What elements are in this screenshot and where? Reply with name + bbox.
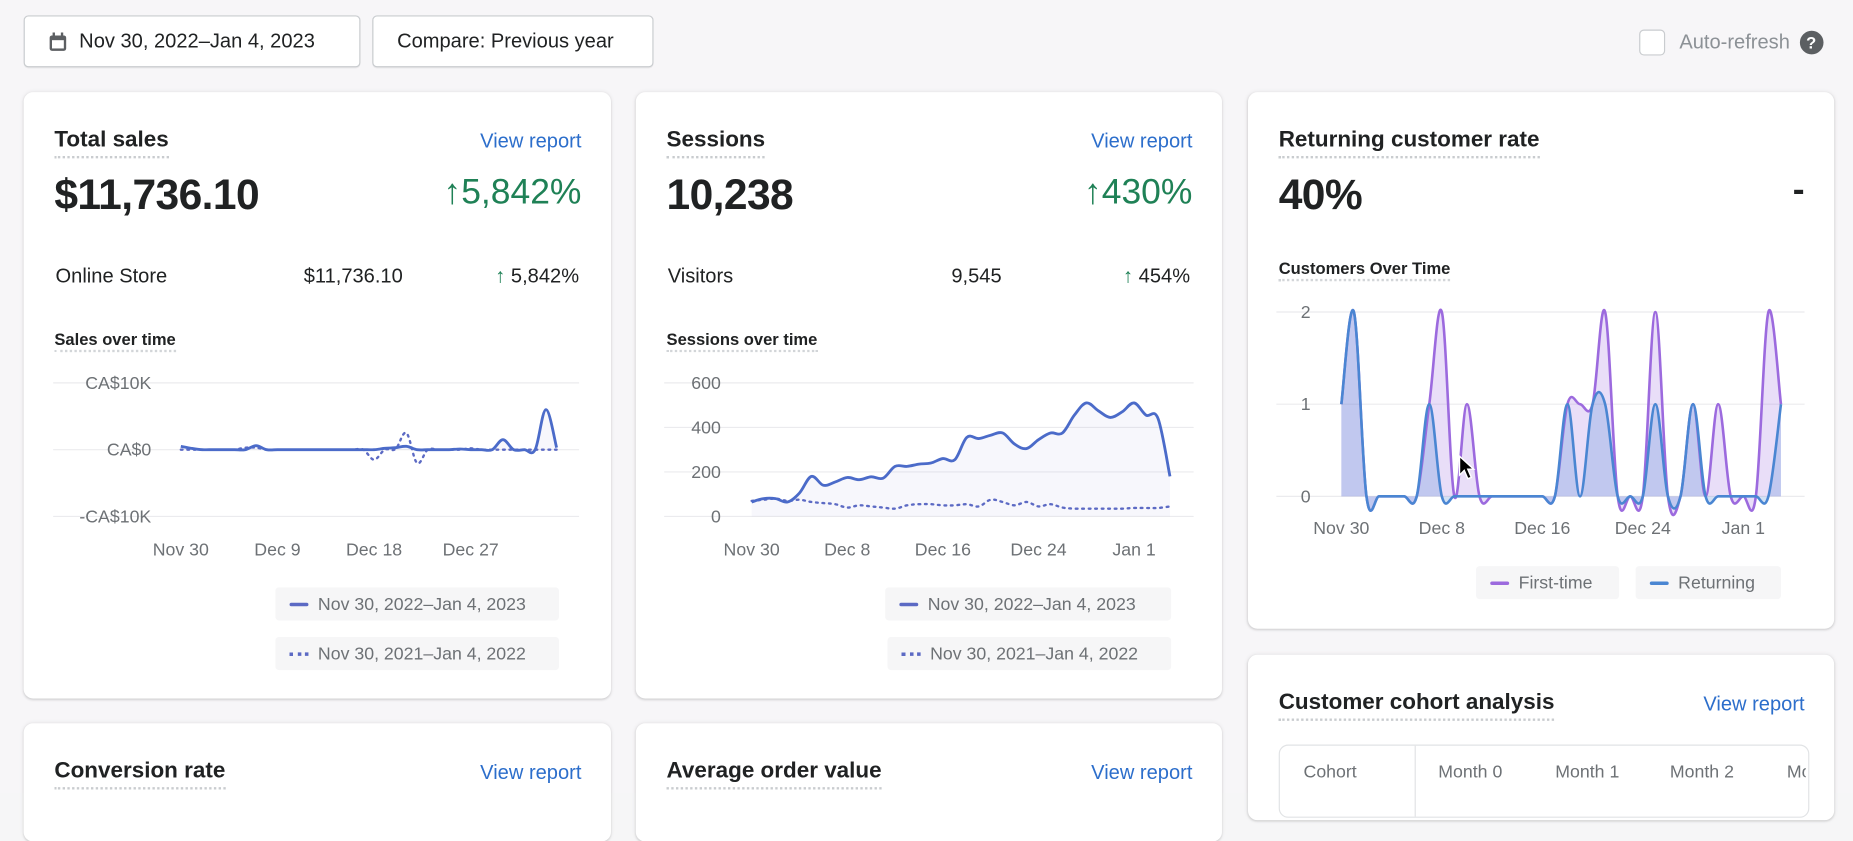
legend-line-icon — [899, 602, 919, 606]
chart-title: Customers Over Time — [1278, 259, 1451, 282]
compare-label: Compare: Previous year — [397, 29, 614, 52]
y-tick-label: 0 — [1301, 486, 1311, 506]
x-tick-label: Dec 8 — [824, 539, 870, 559]
chart-title: Sessions over time — [666, 330, 818, 353]
y-tick-label: 0 — [711, 506, 721, 526]
y-tick-label: -CA$10K — [79, 506, 151, 526]
mouse-cursor-icon — [1458, 454, 1476, 480]
analytics-dashboard: Nov 30, 2022–Jan 4, 2023 Compare: Previo… — [23, 15, 1835, 818]
help-icon[interactable]: ? — [1799, 30, 1823, 55]
sessions-value: 10,238 — [666, 170, 794, 219]
view-report-link[interactable]: View report — [1703, 692, 1805, 715]
series-line-previous — [750, 497, 1172, 510]
series-line-returning — [1340, 308, 1783, 512]
compare-button[interactable]: Compare: Previous year — [372, 15, 654, 68]
y-tick-label: 600 — [691, 373, 721, 393]
view-report-link[interactable]: View report — [1091, 761, 1193, 784]
conversion-rate-card: Conversion rate View report — [23, 723, 611, 841]
change-badge: - — [1792, 170, 1805, 210]
cohort-table: Cohort Month 0 Month 1 Month 2 Mo — [1278, 744, 1810, 818]
card-title[interactable]: Average order value — [666, 759, 882, 790]
chart-title: Sales over time — [54, 330, 176, 353]
legend-previous[interactable]: Nov 30, 2021–Jan 4, 2022 — [887, 636, 1172, 671]
visitors-value: 9,545 — [951, 264, 1002, 288]
x-tick-label: Dec 9 — [254, 539, 300, 559]
x-tick-label: Dec 24 — [1615, 518, 1671, 538]
y-tick-label: 2 — [1301, 302, 1311, 322]
series-area-current — [751, 402, 1170, 517]
x-tick-label: Dec 16 — [1514, 518, 1570, 538]
legend-current[interactable]: Nov 30, 2022–Jan 4, 2023 — [275, 587, 559, 621]
auto-refresh: Auto-refresh ? — [1639, 29, 1823, 56]
y-tick-label: 1 — [1301, 394, 1311, 414]
channel-row: Online Store $11,736.10 ↑ 5,842% — [56, 265, 580, 289]
column-header[interactable]: Month 2 — [1669, 762, 1734, 783]
column-header[interactable]: Month 1 — [1555, 762, 1620, 783]
x-tick-label: Jan 1 — [1112, 539, 1155, 559]
average-order-value-card: Average order value View report — [635, 723, 1222, 841]
legend-first-time[interactable]: First-time — [1476, 566, 1620, 600]
channel-value: $11,736.10 — [303, 264, 403, 288]
x-tick-label: Nov 30 — [724, 539, 780, 559]
legend-previous[interactable]: Nov 30, 2021–Jan 4, 2022 — [275, 636, 559, 671]
sessions-card: Sessions View report 10,238 ↑430% Visito… — [635, 92, 1222, 699]
y-tick-label: CA$0 — [107, 440, 151, 460]
view-report-link[interactable]: View report — [480, 761, 582, 784]
x-tick-label: Nov 30 — [1313, 518, 1369, 538]
total-sales-value: $11,736.10 — [54, 170, 260, 219]
column-header[interactable]: Cohort — [1303, 762, 1357, 783]
legend-current[interactable]: Nov 30, 2022–Jan 4, 2023 — [885, 587, 1172, 621]
x-tick-label: Jan 1 — [1722, 518, 1765, 538]
card-title[interactable]: Sessions — [666, 128, 766, 159]
legend-dotted-icon — [901, 651, 921, 656]
change-badge: ↑5,842% — [443, 172, 582, 212]
returning-customer-card: Returning customer rate 40% - Customers … — [1247, 92, 1835, 629]
visitors-row: Visitors 9,545 ↑ 454% — [668, 265, 1190, 289]
auto-refresh-label[interactable]: Auto-refresh — [1679, 30, 1790, 54]
x-tick-label: Dec 24 — [1010, 539, 1066, 559]
column-header[interactable]: Month 0 — [1438, 762, 1503, 783]
channel-change: ↑ 5,842% — [495, 264, 580, 288]
change-badge: ↑430% — [1084, 172, 1193, 212]
card-title[interactable]: Total sales — [54, 128, 169, 159]
column-header[interactable]: Mo — [1786, 762, 1806, 783]
series-line-current — [180, 408, 559, 455]
y-tick-label: 400 — [691, 417, 721, 437]
legend-dotted-icon — [289, 651, 309, 656]
calendar-icon — [48, 31, 67, 51]
visitors-change: ↑ 454% — [1123, 264, 1191, 288]
x-tick-label: Dec 16 — [915, 539, 971, 559]
legend-line-icon — [1649, 580, 1669, 585]
legend-returning[interactable]: Returning — [1635, 566, 1781, 600]
legend-line-icon — [289, 602, 309, 606]
card-title[interactable]: Conversion rate — [54, 759, 226, 790]
card-title[interactable]: Returning customer rate — [1278, 128, 1540, 159]
legend-line-icon — [1490, 580, 1510, 585]
view-report-link[interactable]: View report — [1091, 129, 1193, 153]
visitors-label: Visitors — [667, 264, 734, 288]
x-tick-label: Dec 8 — [1419, 518, 1465, 538]
y-tick-label: CA$10K — [85, 373, 151, 393]
total-sales-card: Total sales View report $11,736.10 ↑5,84… — [23, 92, 611, 699]
x-tick-label: Dec 18 — [346, 539, 402, 559]
series-line-current — [751, 401, 1172, 504]
view-report-link[interactable]: View report — [480, 129, 582, 153]
auto-refresh-checkbox[interactable] — [1639, 29, 1666, 56]
series-area-current — [180, 409, 557, 453]
x-tick-label: Dec 27 — [443, 539, 499, 559]
card-title[interactable]: Customer cohort analysis — [1278, 690, 1555, 721]
x-tick-label: Nov 30 — [153, 539, 209, 559]
channel-label: Online Store — [55, 264, 168, 288]
date-range-label: Nov 30, 2022–Jan 4, 2023 — [79, 29, 315, 52]
cohort-card: Customer cohort analysis View report Coh… — [1247, 654, 1835, 821]
date-range-button[interactable]: Nov 30, 2022–Jan 4, 2023 — [23, 15, 361, 68]
returning-rate-value: 40% — [1278, 170, 1363, 219]
y-tick-label: 200 — [691, 462, 721, 482]
